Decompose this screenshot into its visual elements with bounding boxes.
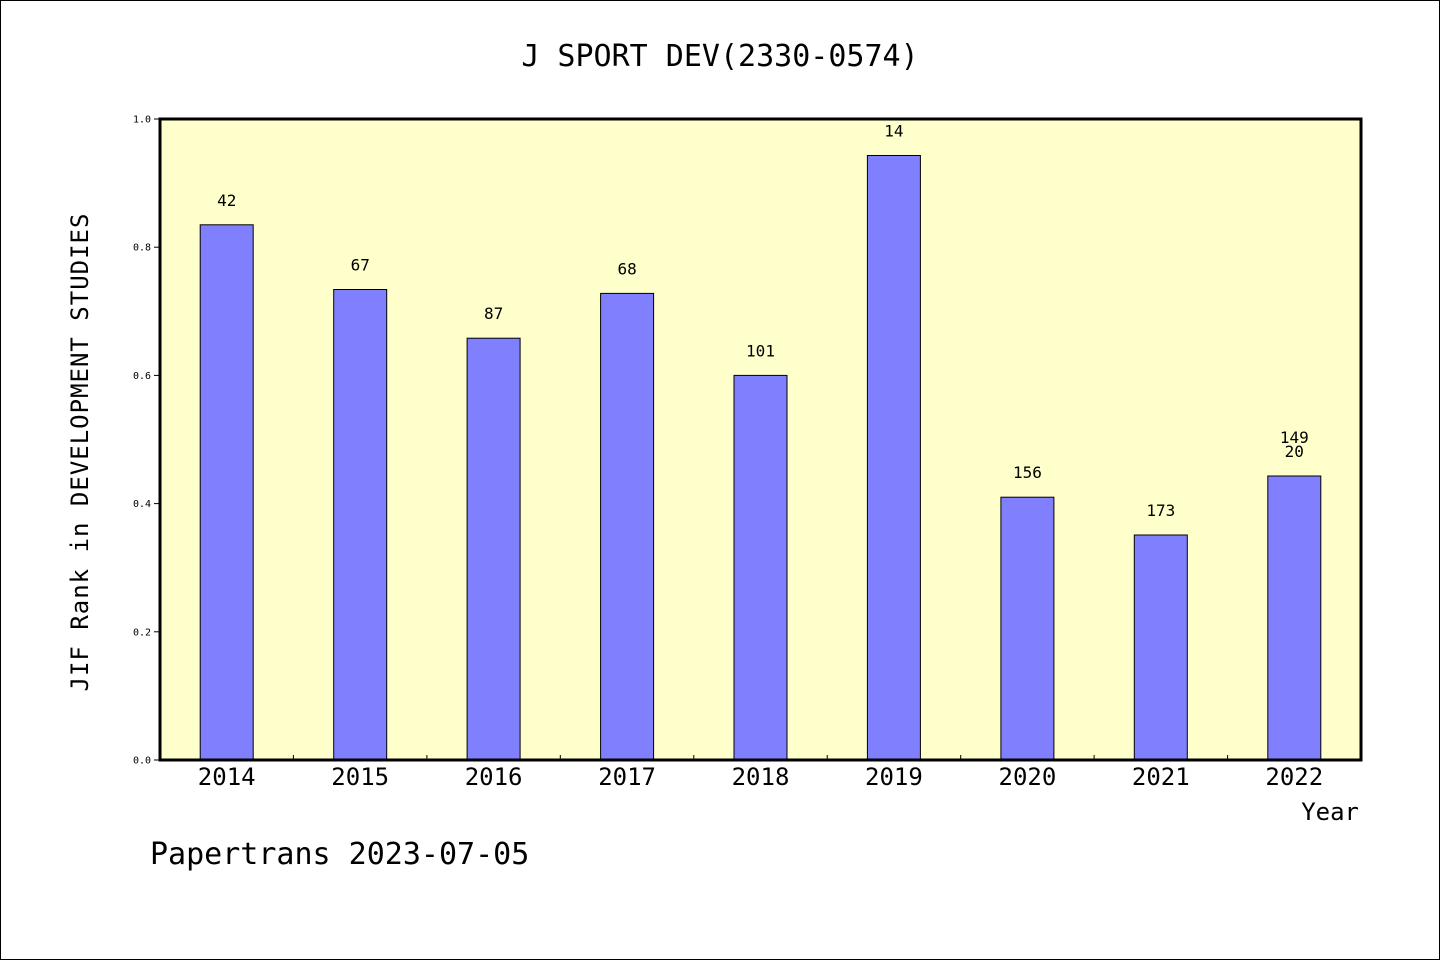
y-tick-label: 0.2 — [133, 627, 151, 638]
x-tick-label-2019: 2019 — [865, 763, 923, 791]
y-tick-label: 1.0 — [133, 115, 151, 126]
data-label-2020: 156 — [1013, 463, 1042, 482]
x-tick-label-2015: 2015 — [331, 763, 389, 791]
x-tick-label-2014: 2014 — [198, 763, 256, 791]
bar-2020 — [1000, 496, 1055, 761]
bars-layer: 42 67 87 68 101 14 156 173 149 20 — [199, 122, 1322, 761]
bar-2016 — [466, 337, 521, 761]
data-label-2015: 67 — [351, 256, 370, 275]
y-tick-label: 0.4 — [133, 499, 151, 510]
y-tick-label: 0.8 — [133, 243, 151, 254]
data-label-2016: 87 — [484, 304, 503, 323]
footer-watermark: Papertrans 2023-07-05 — [150, 837, 529, 872]
data-label-2019: 14 — [884, 122, 903, 141]
data-label-2017: 68 — [617, 259, 636, 278]
y-tick-label: 0.6 — [133, 371, 151, 382]
plot-border — [158, 117, 1363, 762]
bar-2015 — [333, 289, 388, 761]
data-label-2018: 101 — [746, 341, 775, 360]
bar-2017 — [600, 292, 655, 761]
y-axis-label: JIF Rank in DEVELOPMENT STUDIES — [66, 213, 94, 692]
bar-2014 — [199, 224, 254, 761]
chart-title: J SPORT DEV(2330-0574) — [521, 39, 918, 74]
x-tick-label-2021: 2021 — [1132, 763, 1190, 791]
bar-2022 — [1267, 475, 1322, 761]
bar-2019 — [866, 155, 921, 761]
x-tick-label-2020: 2020 — [999, 763, 1057, 791]
x-tick-label-2022: 2022 — [1265, 763, 1323, 791]
y-tick-label: 0.0 — [133, 756, 151, 767]
bar-2021 — [1133, 534, 1188, 761]
data-label-2014: 42 — [217, 191, 236, 210]
data-label-2022: 149 20 — [1280, 428, 1309, 461]
x-tick-label-2016: 2016 — [465, 763, 523, 791]
x-axis-label: Year — [1301, 798, 1359, 826]
bar-2018 — [733, 374, 788, 761]
x-tick-label-2017: 2017 — [598, 763, 656, 791]
data-label-2021: 173 — [1146, 501, 1175, 520]
x-tick-label-2018: 2018 — [732, 763, 790, 791]
ticks-layer: 2014 2015 2016 2017 2018 2019 2020 2021 2022 0.0 0… — [133, 115, 1363, 791]
